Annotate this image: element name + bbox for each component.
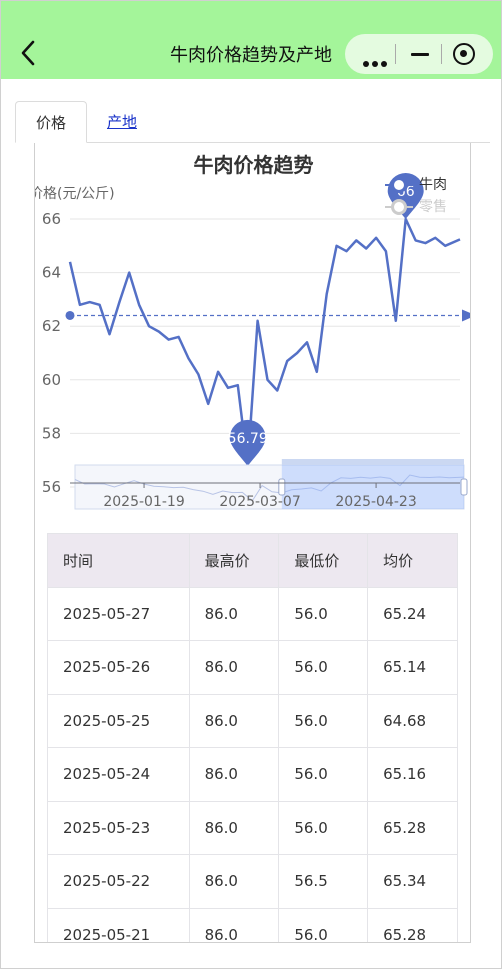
col-header-low: 最低价 — [278, 533, 369, 588]
page-title: 牛肉价格趋势及产地 — [170, 45, 332, 66]
x-tick-label: 2025-04-23 — [335, 494, 416, 510]
table-row: 2025-05-25 86.0 56.0 64.68 — [47, 693, 458, 748]
table-row: 2025-05-21 86.0 56.0 65.28 — [47, 907, 458, 942]
datazoom-handle-end[interactable] — [460, 478, 468, 496]
cell-date: 2025-05-23 — [47, 800, 190, 855]
cell-low: 56.0 — [278, 586, 369, 641]
y-tick-label: 60 — [42, 371, 61, 389]
chart-title: 牛肉价格趋势 — [193, 153, 314, 177]
cell-date: 2025-05-24 — [47, 747, 190, 802]
markline-start-dot — [65, 310, 75, 320]
cell-high: 86.0 — [188, 640, 280, 695]
cell-low: 56.5 — [278, 854, 369, 909]
more-options-icon[interactable] — [363, 52, 390, 71]
tab-origin[interactable]: 产地 — [106, 113, 137, 131]
cell-avg: 65.24 — [367, 586, 458, 641]
table-row: 2025-05-22 86.0 56.5 65.34 — [47, 854, 458, 909]
x-tick-label: 2025-01-19 — [103, 494, 184, 510]
datazoom-shadow-line — [74, 474, 465, 502]
cell-date: 2025-05-26 — [47, 640, 190, 695]
minimize-icon[interactable] — [411, 53, 429, 56]
series-line-beef — [68, 217, 461, 468]
cell-date: 2025-05-21 — [47, 907, 190, 942]
cell-avg: 65.28 — [367, 907, 458, 942]
mini-program-capsule — [345, 34, 493, 74]
cell-high: 86.0 — [188, 907, 280, 942]
back-arrow-icon[interactable] — [19, 38, 39, 68]
tab-bar: 价格 产地 — [15, 101, 490, 143]
table-row: 2025-05-23 86.0 56.0 65.28 — [47, 800, 458, 855]
legend-label: 牛肉 — [419, 177, 447, 193]
legend-label: 零售 — [419, 199, 447, 215]
table-row: 2025-05-27 86.0 56.0 65.24 — [47, 586, 458, 641]
close-mini-program-icon[interactable] — [453, 43, 475, 65]
table-row: 2025-05-24 86.0 56.0 65.16 — [47, 747, 458, 802]
cell-avg: 64.68 — [367, 693, 458, 748]
markpoint-min-label: 56.79 — [228, 431, 268, 447]
cell-avg: 65.28 — [367, 800, 458, 855]
cell-high: 86.0 — [188, 854, 280, 909]
legend-dot-icon — [391, 199, 407, 215]
cell-date: 2025-05-25 — [47, 693, 190, 748]
y-tick-label: 62 — [42, 317, 61, 335]
cell-avg: 65.14 — [367, 640, 458, 695]
cell-date: 2025-05-27 — [47, 586, 190, 641]
cell-high: 86.0 — [188, 693, 280, 748]
datazoom-selected-range — [281, 465, 464, 509]
tab-price[interactable]: 价格 — [15, 101, 87, 143]
y-tick-label: 56 — [42, 478, 61, 496]
markpoint-min-pin — [229, 419, 266, 466]
capsule-divider — [395, 44, 396, 64]
cell-date: 2025-05-22 — [47, 854, 190, 909]
col-header-date: 时间 — [47, 533, 190, 588]
cell-high: 86.0 — [188, 747, 280, 802]
cell-low: 56.0 — [278, 747, 369, 802]
chart-legend: 牛肉 零售 — [381, 173, 470, 219]
col-header-avg: 均价 — [367, 533, 458, 588]
cell-low: 56.0 — [278, 640, 369, 695]
y-tick-label: 64 — [42, 264, 61, 282]
cell-high: 86.0 — [188, 800, 280, 855]
markline-arrow-icon — [462, 309, 470, 322]
datazoom-move-bar — [281, 459, 464, 465]
cell-avg: 65.34 — [367, 854, 458, 909]
price-table: 时间 最高价 最低价 均价 2025-05-27 86.0 56.0 65.24 20… — [47, 533, 458, 942]
table-header-row: 时间 最高价 最低价 均价 — [47, 533, 458, 588]
col-header-high: 最高价 — [188, 533, 280, 588]
cell-avg: 65.16 — [367, 747, 458, 802]
legend-dot-icon — [391, 177, 407, 193]
price-panel: 牛肉价格趋势 价格(元/公斤) 66 64 62 60 58 56 66 56.79 2025-… — [34, 143, 471, 943]
y-axis-label: 价格(元/公斤) — [34, 186, 115, 202]
price-chart: 牛肉价格趋势 价格(元/公斤) 66 64 62 60 58 56 66 56.79 2025-… — [34, 143, 471, 523]
cell-low: 56.0 — [278, 800, 369, 855]
y-tick-label: 66 — [42, 210, 61, 228]
capsule-divider — [441, 44, 442, 64]
x-tick-label: 2025-03-07 — [219, 494, 300, 510]
y-tick-label: 58 — [42, 424, 61, 442]
nav-bar: 牛肉价格趋势及产地 — [1, 1, 501, 79]
table-row: 2025-05-26 86.0 56.0 65.14 — [47, 640, 458, 695]
datazoom-handle-start[interactable] — [278, 478, 286, 496]
cell-low: 56.0 — [278, 693, 369, 748]
datazoom-track — [74, 464, 465, 510]
cell-low: 56.0 — [278, 907, 369, 942]
cell-high: 86.0 — [188, 586, 280, 641]
